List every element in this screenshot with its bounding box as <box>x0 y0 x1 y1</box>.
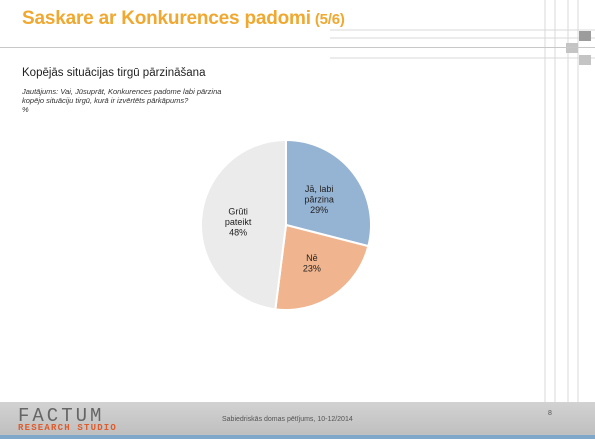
title-part-indicator: (5/6) <box>314 11 345 28</box>
slice-category-label: pateikt <box>225 217 252 227</box>
slice-category-label: pārzina <box>304 194 334 204</box>
question-text: Jautājums: Vai, Jūsuprāt, Konkurences pa… <box>22 87 222 114</box>
slice-label: Jā, labi pārzina 29% <box>304 184 334 215</box>
footer-survey-note: Sabiedriskās domas pētījums, 10-12/2014 <box>222 416 353 423</box>
slice-value-label: 29% <box>310 205 328 215</box>
factum-logo: FACTUM <box>18 405 105 427</box>
slice-category-label: Jā, labi <box>305 184 334 194</box>
slice-value-label: 23% <box>303 263 321 273</box>
title-divider <box>0 47 595 48</box>
footer-accent-line <box>0 435 595 439</box>
slice-category-label: Grūti <box>228 206 248 216</box>
factum-logo-subtitle: RESEARCH STUDIO <box>18 423 118 433</box>
slice-label: Nē 23% <box>303 253 321 274</box>
unit-label: % <box>22 105 29 114</box>
pie-slice <box>285 138 372 248</box>
question-label: Jautājums: Vai, Jūsuprāt, Konkurences pa… <box>22 87 222 105</box>
footer-bar <box>0 402 595 439</box>
slice-value-label: 48% <box>229 227 247 237</box>
section-title: Kopējās situācijas tirgū pārzināšana <box>22 67 206 79</box>
pie-slice <box>200 138 287 311</box>
slice-label: Grūti pateikt 48% <box>225 206 252 237</box>
title-main: Saskare ar Konkurences padomi <box>22 8 311 29</box>
page-number: 8 <box>548 410 552 417</box>
slide-title: Saskare ar Konkurences padomi (5/6) <box>22 8 345 30</box>
slice-category-label: Nē <box>306 253 318 263</box>
pie-slice <box>274 223 370 311</box>
